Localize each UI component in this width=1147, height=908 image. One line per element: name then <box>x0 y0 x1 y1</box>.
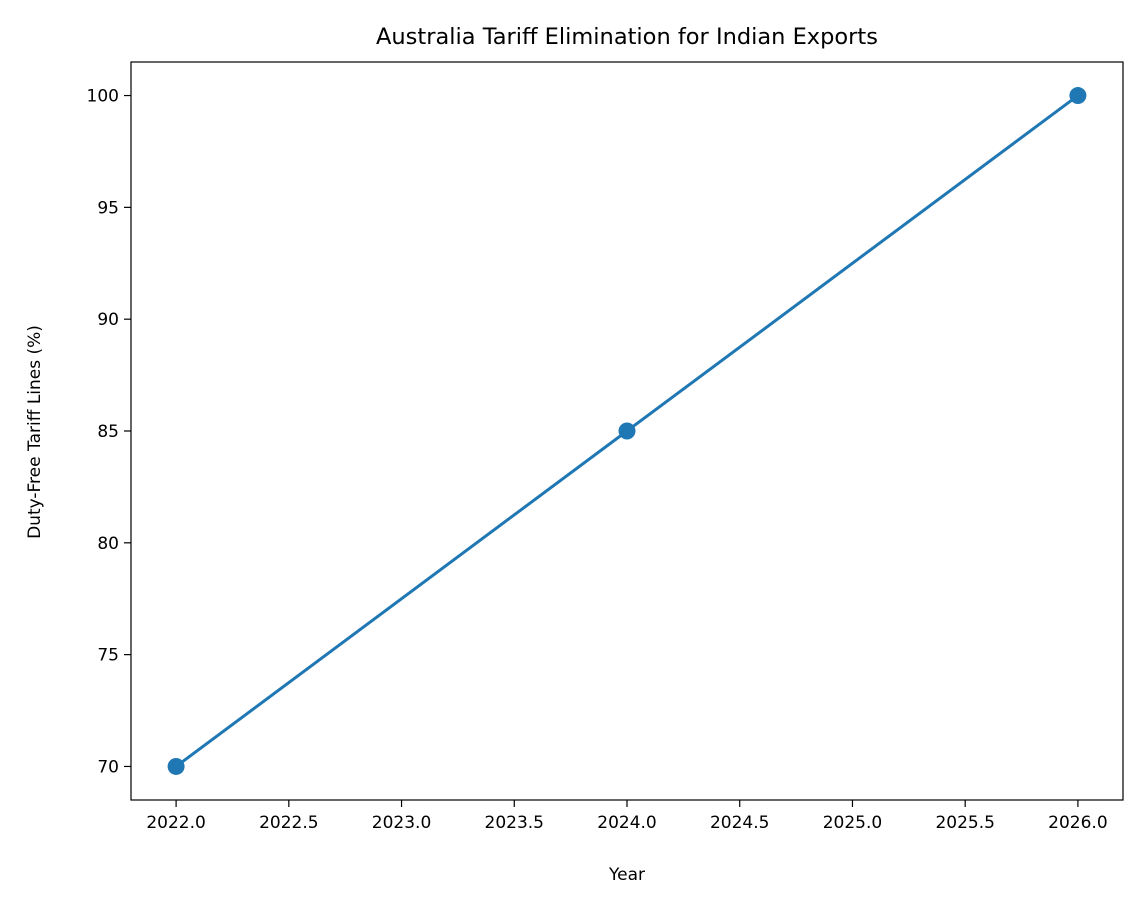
y-tick-label: 90 <box>97 310 119 330</box>
chart-title: Australia Tariff Elimination for Indian … <box>376 24 878 50</box>
x-tick-label: 2023.0 <box>372 813 431 833</box>
data-point <box>167 757 185 775</box>
x-tick-label: 2023.5 <box>485 813 544 833</box>
y-tick-label: 75 <box>97 646 119 666</box>
x-tick-label: 2025.0 <box>823 813 882 833</box>
y-tick-label: 95 <box>97 198 119 218</box>
data-point <box>618 422 636 440</box>
x-tick-label: 2022.0 <box>146 813 205 833</box>
y-axis-label: Duty-Free Tariff Lines (%) <box>25 325 45 539</box>
y-tick-label: 70 <box>97 757 119 777</box>
y-tick-label: 100 <box>87 87 119 107</box>
x-axis-label: Year <box>608 865 645 885</box>
x-tick-label: 2024.5 <box>710 813 769 833</box>
data-point <box>1069 87 1087 105</box>
x-tick-label: 2025.5 <box>935 813 994 833</box>
x-tick-label: 2022.5 <box>259 813 318 833</box>
plot-area: 2022.0 2022.5 2023.0 2023.5 2024.0 2024.5 2025… <box>87 61 1124 833</box>
y-tick-label: 85 <box>97 422 119 442</box>
x-tick-label: 2026.0 <box>1048 813 1107 833</box>
axes-frame <box>130 61 1124 801</box>
y-tick-label: 80 <box>97 534 119 554</box>
x-tick-label: 2024.0 <box>597 813 656 833</box>
